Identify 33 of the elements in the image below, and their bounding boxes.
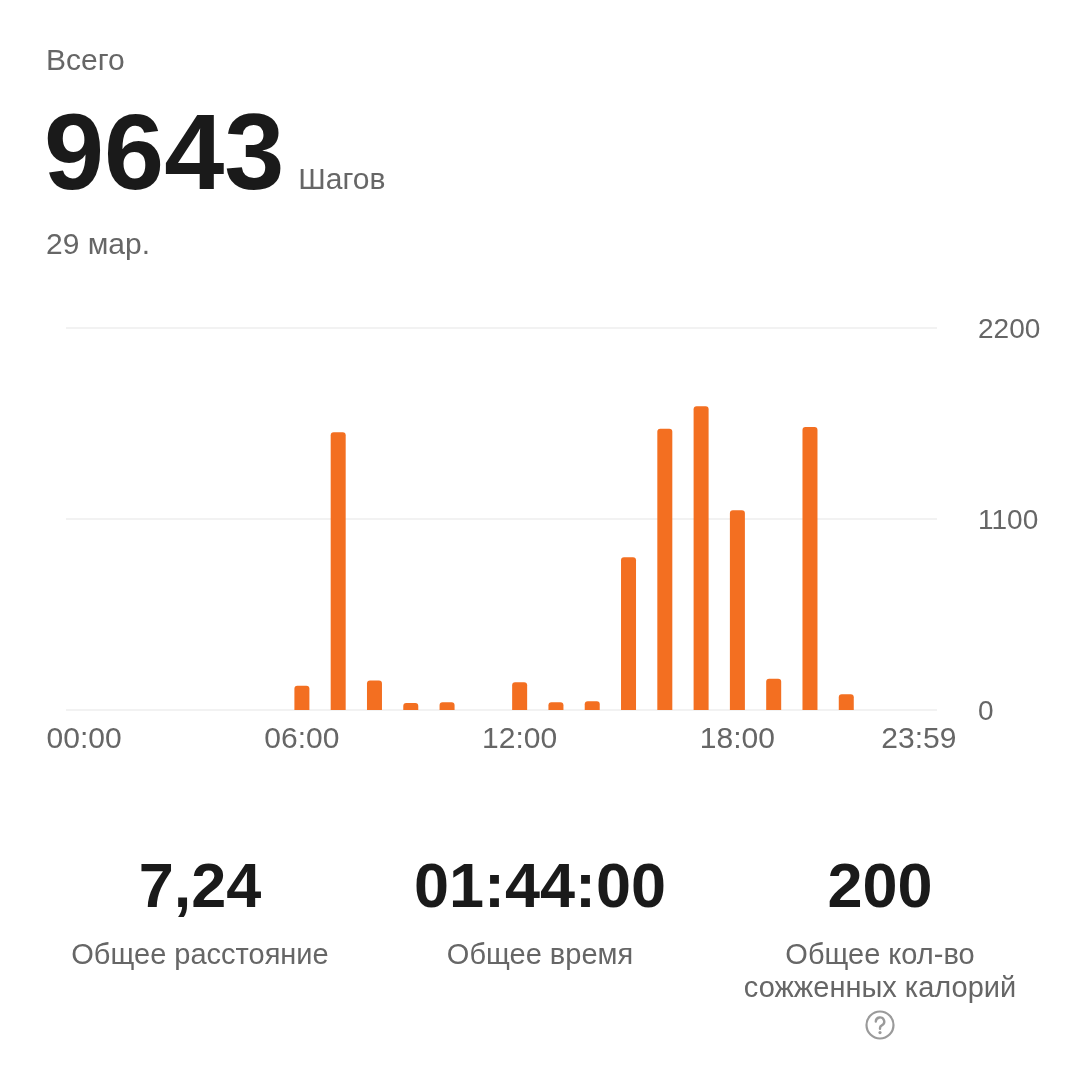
text: 7,24 [137,850,263,920]
text: 01:44:00 [412,850,668,920]
bar [584,701,600,710]
bar [439,702,455,710]
y-tick-label: 0 [978,694,994,726]
x-tick-label: 00:00 [46,720,122,754]
x-tick-label: 06:00 [264,720,340,754]
bar [330,432,346,710]
y-tick-label: 2200 [978,312,1041,344]
bar [366,680,382,710]
text: Шагов [298,162,386,196]
bar [657,428,673,710]
text: 9643 [44,91,285,212]
bar [621,557,637,710]
x-tick-label: 12:00 [482,720,558,754]
text: Общее расстояние [70,938,330,971]
bar [802,426,818,710]
bar [693,406,709,710]
text: Общее кол-во сожженных калорий [742,938,1018,1004]
bar [403,703,419,710]
text: Общее время [445,938,635,971]
bar [838,694,854,710]
x-tick-label: 18:00 [699,720,775,754]
text: 29 мар. [46,226,151,262]
y-tick-label: 1100 [978,503,1039,535]
bar [766,678,782,710]
bar [729,510,745,710]
x-tick-label: 23:59 [881,720,957,754]
chart-title: Всего [46,42,125,78]
text: 200 [826,850,934,920]
bar [512,682,528,710]
bar [294,685,310,710]
bar [548,702,564,710]
